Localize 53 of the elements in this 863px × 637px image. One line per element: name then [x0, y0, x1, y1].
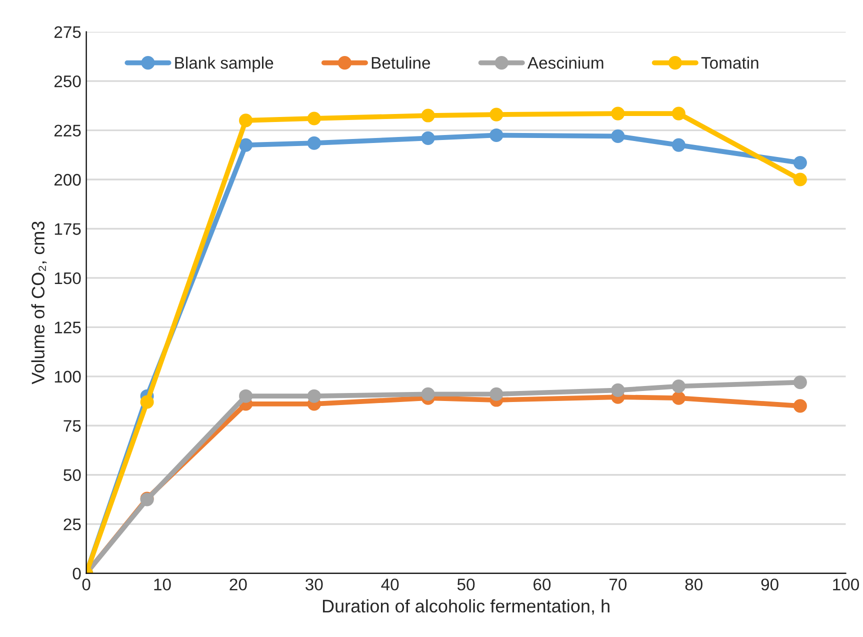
legend-label: Blank sample — [175, 56, 274, 72]
legend-label: Aescinium — [527, 56, 604, 69]
point — [421, 131, 435, 145]
legend-label: Tomatin — [701, 56, 758, 69]
x-tick-label: 90 — [761, 578, 778, 590]
y-tick-label: 0 — [72, 568, 81, 580]
y-tick-label: 25 — [64, 518, 81, 530]
y-tick-label: 50 — [64, 469, 81, 482]
y-tick-label: 175 — [54, 223, 81, 235]
point — [307, 389, 321, 403]
point — [239, 138, 253, 152]
x-tick-label: 0 — [82, 578, 90, 590]
point — [140, 395, 154, 409]
point — [672, 138, 686, 152]
point — [611, 106, 625, 120]
y-tick-label: 200 — [54, 174, 81, 186]
x-tick-label: 80 — [685, 578, 702, 590]
y-tick-label: 100 — [54, 370, 81, 383]
point — [793, 376, 807, 390]
x-tick-label: 70 — [609, 578, 627, 590]
x-tick-label: 100 — [833, 578, 859, 590]
point — [490, 108, 504, 122]
x-tick-label: 30 — [306, 578, 323, 590]
x-axis-title: Duration of alcoholic fermentation, h — [322, 599, 610, 615]
legend-label: Betuline — [372, 56, 430, 69]
point — [793, 399, 807, 413]
y-tick-label: 275 — [54, 26, 81, 38]
y-tick-label: 125 — [54, 322, 81, 334]
point — [239, 114, 253, 128]
x-tick-label: 20 — [230, 578, 247, 590]
point — [307, 112, 321, 126]
x-tick-label: 60 — [534, 578, 551, 590]
y-tick-label: 150 — [54, 272, 81, 284]
y-tick-label: 250 — [54, 75, 81, 88]
point — [611, 383, 625, 397]
point — [672, 106, 686, 120]
y-axis-title: Volume of CO₂, cm3 — [31, 222, 47, 384]
x-tick-label: 50 — [457, 578, 475, 590]
point — [239, 389, 253, 403]
point — [421, 387, 435, 401]
point — [793, 156, 807, 170]
point — [793, 172, 807, 186]
y-tick-label: 225 — [54, 124, 81, 136]
x-tick-label: 10 — [154, 578, 171, 590]
x-tick-label: 40 — [381, 578, 399, 590]
point — [611, 129, 625, 143]
point — [490, 128, 504, 142]
point — [672, 391, 686, 405]
point — [490, 387, 504, 401]
y-tick-label: 75 — [64, 420, 81, 432]
point — [307, 136, 321, 150]
point — [421, 108, 435, 122]
point — [672, 379, 686, 394]
